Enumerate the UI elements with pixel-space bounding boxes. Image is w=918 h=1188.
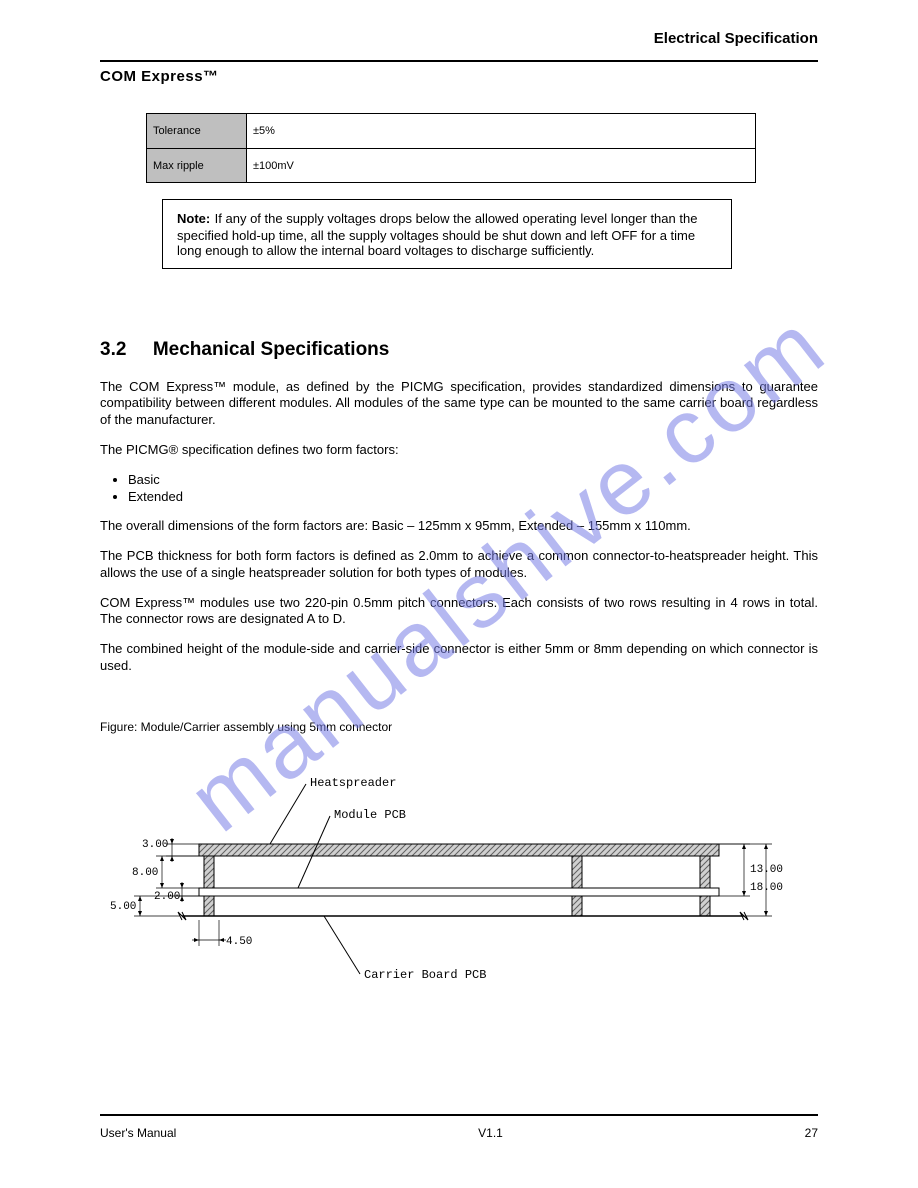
dim-18-00: 18.00 xyxy=(750,882,783,894)
paragraph-6: The combined height of the module-side a… xyxy=(100,641,818,674)
footer-center: V1.1 xyxy=(478,1126,503,1140)
page: Electrical Specification COM Express™ To… xyxy=(0,0,918,1188)
paragraph-2: The PICMG® specification defines two for… xyxy=(100,442,818,458)
dim-4-50: 4.50 xyxy=(226,936,252,948)
header-left-text: COM Express™ xyxy=(100,68,219,85)
table-row: Tolerance ±5% xyxy=(147,114,755,148)
note-box: Note: If any of the supply voltages drop… xyxy=(162,199,732,269)
standoff-mid xyxy=(572,856,582,888)
paragraph-4: The PCB thickness for both form factors … xyxy=(100,548,818,581)
page-header-right: Electrical Specification xyxy=(654,30,818,47)
connector-right xyxy=(700,896,710,916)
connector-mid xyxy=(572,896,582,916)
heatspreader-rect xyxy=(199,844,719,856)
note-text-2: specified hold-up time, all the supply v… xyxy=(177,228,717,243)
note-text-1: If any of the supply voltages drops belo… xyxy=(215,211,698,226)
dim-3-00: 3.00 xyxy=(142,839,168,851)
section-title-text: Mechanical Specifications xyxy=(153,339,390,360)
callout-module-text: Module PCB xyxy=(334,808,406,822)
footer-row: User's Manual V1.1 27 xyxy=(100,1126,818,1140)
assembly-diagram: Heatspreader Module PCB Carrier Board PC… xyxy=(104,744,784,1004)
dim-5-00: 5.00 xyxy=(110,901,136,913)
dim-13-00: 13.00 xyxy=(750,864,783,876)
list-item: Basic xyxy=(128,472,818,487)
note-label: Note: xyxy=(177,211,210,226)
section-heading: 3.2 Mechanical Specifications xyxy=(100,339,818,361)
spec-table: Tolerance ±5% Max ripple ±100mV xyxy=(146,113,756,183)
footer-page: 27 xyxy=(805,1126,818,1140)
footer-left: User's Manual xyxy=(100,1126,176,1140)
note-text-3: long enough to allow the internal board … xyxy=(177,243,717,258)
dim-2-00: 2.00 xyxy=(154,891,180,903)
cell-tolerance-label: Tolerance xyxy=(147,114,247,148)
paragraph-3: The overall dimensions of the form facto… xyxy=(100,518,818,534)
callout-heatspreader-line xyxy=(270,784,306,844)
callout-carrier-text: Carrier Board PCB xyxy=(364,968,486,982)
paragraph-1: The COM Express™ module, as defined by t… xyxy=(100,379,818,428)
table-row: Max ripple ±100mV xyxy=(147,148,755,182)
figure-caption: Figure: Module/Carrier assembly using 5m… xyxy=(100,720,818,734)
list-item: Extended xyxy=(128,489,818,504)
cell-ripple-label: Max ripple xyxy=(147,149,247,182)
header-rule xyxy=(100,60,818,62)
diagram-svg: Heatspreader Module PCB Carrier Board PC… xyxy=(104,744,784,1004)
paragraph-5: COM Express™ modules use two 220-pin 0.5… xyxy=(100,595,818,628)
callout-carrier-line xyxy=(324,916,360,974)
cell-tolerance-value: ±5% xyxy=(247,114,755,148)
header-row: COM Express™ xyxy=(100,68,818,85)
footer-rule xyxy=(100,1114,818,1116)
connector-left xyxy=(204,896,214,916)
callout-heatspreader-text: Heatspreader xyxy=(310,776,396,790)
bullet-list: Basic Extended xyxy=(128,472,818,504)
section-number: 3.2 xyxy=(100,339,126,360)
standoff-left xyxy=(204,856,214,888)
dim-8-00: 8.00 xyxy=(132,867,158,879)
standoff-right xyxy=(700,856,710,888)
module-pcb-rect xyxy=(199,888,719,896)
cell-ripple-value: ±100mV xyxy=(247,149,755,182)
